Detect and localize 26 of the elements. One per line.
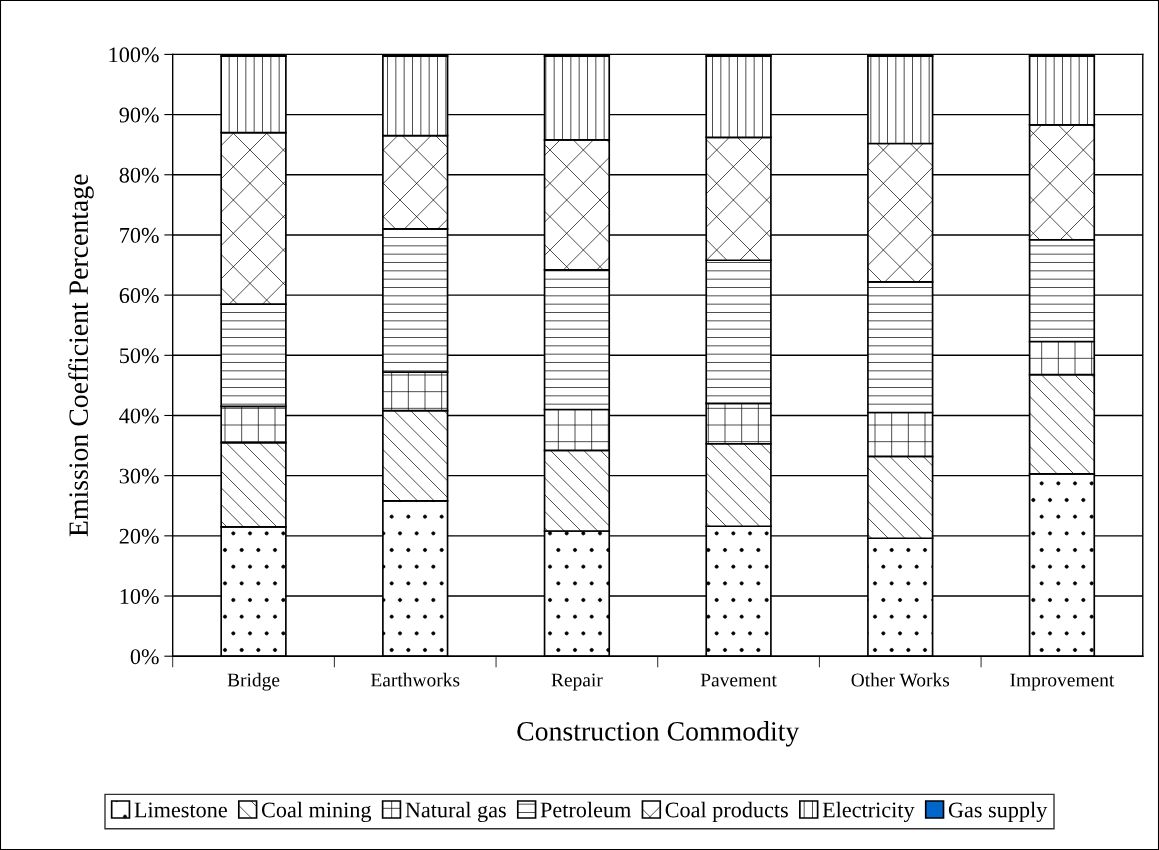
y-tick-label: 0%: [130, 649, 159, 665]
y-tick-label: 40%: [119, 408, 159, 424]
y-tick-label: 70%: [120, 227, 159, 243]
y-axis-title: Emission Coefficient Percentage: [68, 174, 94, 537]
y-tick-label: 20%: [119, 528, 159, 544]
legend-label: Electricity: [822, 801, 915, 823]
y-tick-label: 10%: [120, 588, 159, 605]
y-tick-label: 100%: [109, 47, 159, 63]
y-tick-label: 80%: [119, 167, 159, 183]
y-tick-label: 50%: [120, 348, 159, 364]
legend-label: Coal mining: [261, 801, 372, 823]
x-tick-label: Improvement: [1010, 673, 1115, 691]
y-tick-label: 60%: [119, 288, 159, 304]
x-tick-label: Pavement: [700, 673, 777, 687]
legend-label: Coal products: [665, 801, 788, 822]
x-axis-title: Construction Commodity: [517, 721, 800, 747]
legend-label: Petroleum: [540, 801, 631, 818]
legend-label: Natural gas: [405, 801, 506, 823]
legend-label: Gas supply: [948, 801, 1048, 823]
y-tick-label: 90%: [119, 107, 159, 123]
x-tick-label: Repair: [551, 673, 603, 691]
x-tick-label: Bridge: [227, 672, 280, 691]
legend-label: Limestone: [134, 802, 227, 818]
x-tick-label: Other Works: [851, 672, 950, 687]
y-tick-label: 30%: [119, 468, 159, 484]
x-tick-label: Earthworks: [370, 672, 460, 687]
